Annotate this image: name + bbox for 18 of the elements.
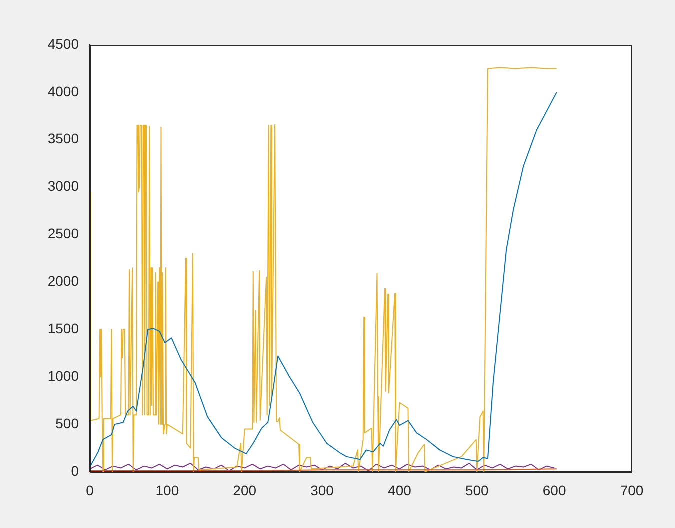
x-tick-label: 700 — [620, 482, 644, 498]
x-tick-label: 300 — [310, 482, 334, 498]
x-tick-label: 0 — [86, 482, 94, 498]
x-tick-label: 100 — [156, 482, 180, 498]
y-tick-label: 1000 — [48, 368, 80, 384]
x-tick-label: 200 — [233, 482, 257, 498]
y-tick-label: 3500 — [48, 130, 80, 147]
x-tick-label: 500 — [465, 482, 490, 498]
y-tick-label: 2500 — [48, 226, 80, 242]
y-tick-label: 4000 — [48, 83, 80, 100]
x-tick-label: 600 — [542, 482, 566, 498]
y-tick-label: 4500 — [48, 36, 80, 52]
y-tick-label: 1500 — [48, 320, 80, 337]
x-tick-label: 400 — [388, 482, 412, 498]
y-tick-label: 3000 — [48, 178, 80, 194]
y-tick-label: 500 — [56, 415, 80, 432]
y-tick-label: 2000 — [48, 273, 80, 290]
y-tick-label: 0 — [71, 462, 80, 479]
